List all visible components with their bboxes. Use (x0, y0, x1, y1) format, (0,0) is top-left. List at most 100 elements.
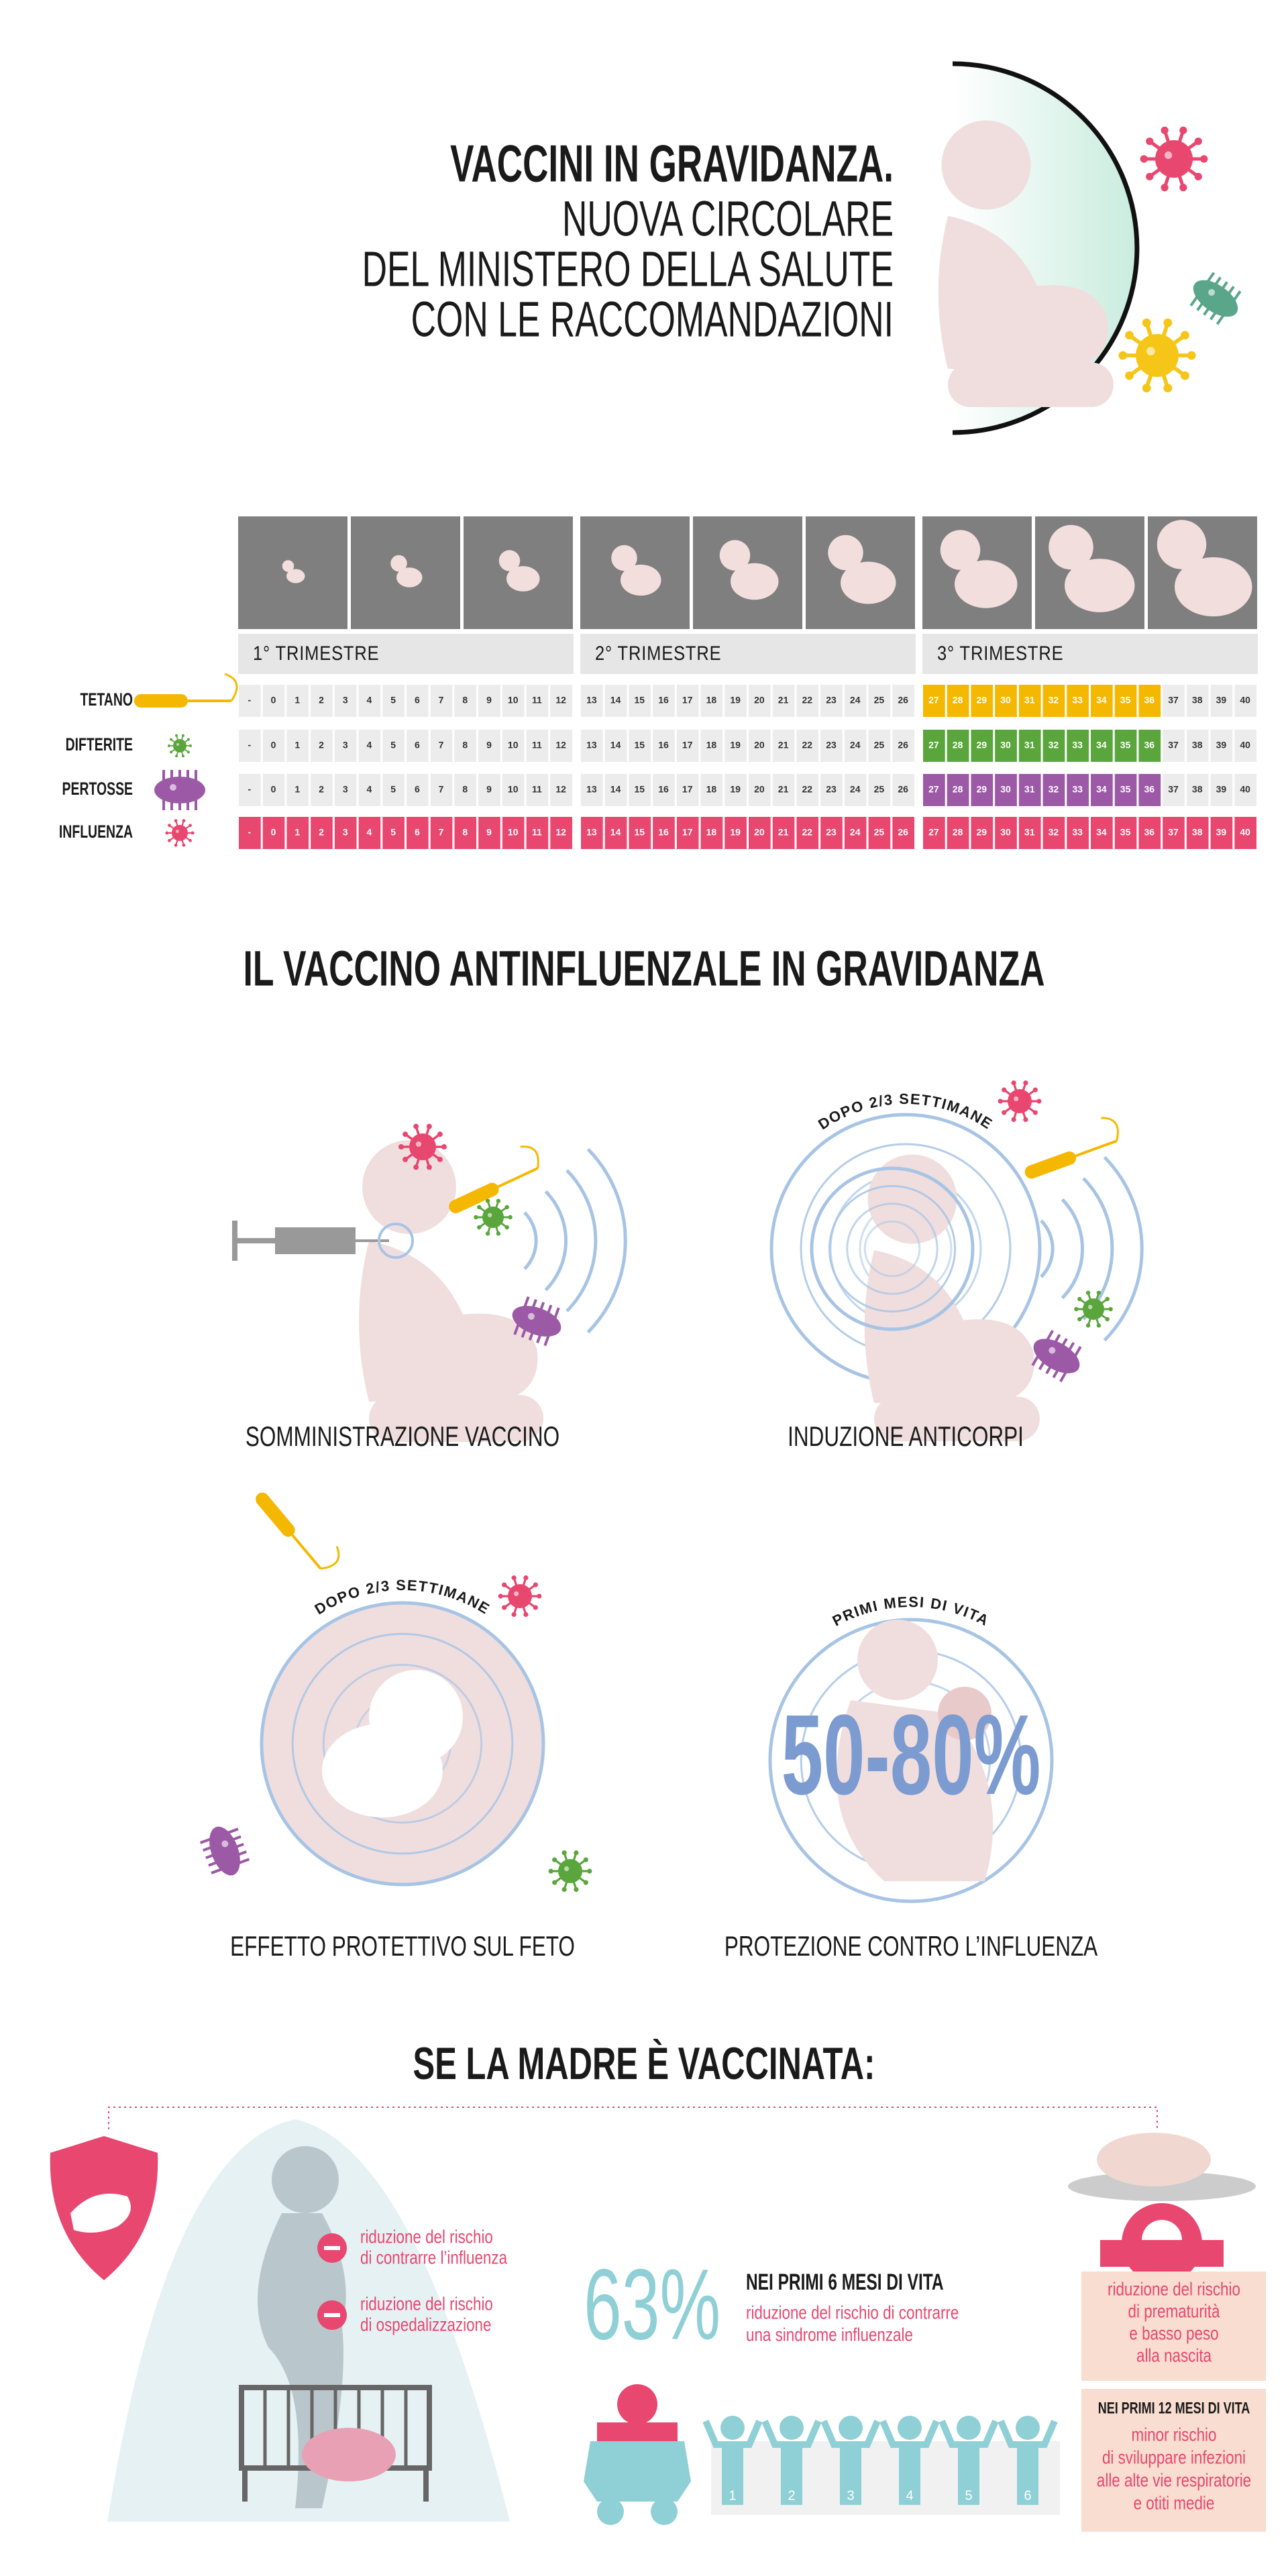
week-number: 27 (928, 740, 939, 750)
week-number: 37 (1168, 784, 1179, 795)
week-cell (1018, 774, 1041, 806)
minus-bar (324, 2313, 340, 2317)
week-number: 20 (754, 740, 765, 750)
week-cell (454, 774, 477, 806)
week-cell (478, 730, 500, 762)
week-cell (262, 774, 285, 806)
week-cell (382, 774, 405, 806)
week-number: 34 (1096, 695, 1107, 706)
child-head (1016, 2416, 1040, 2440)
week-cell (749, 685, 771, 717)
trimester-label: 2° TRIMESTRE (595, 642, 721, 664)
week-cell (526, 685, 549, 717)
needle-icon (449, 1145, 539, 1214)
week-number: 21 (778, 740, 789, 750)
week-number: 16 (658, 695, 669, 706)
fetus-body (286, 569, 305, 583)
week-cell (676, 817, 699, 849)
week-cell (995, 685, 1017, 717)
virus-tip (1032, 1087, 1038, 1093)
header-arc (952, 61, 1140, 435)
antibody-ring (810, 1166, 975, 1331)
week-number: - (248, 827, 252, 838)
week-number: 5 (390, 695, 396, 706)
week-number: 20 (754, 784, 765, 795)
week-cell (629, 774, 651, 806)
virus-body (1136, 334, 1179, 377)
virus-tip (504, 1225, 509, 1230)
fetus-head (498, 550, 521, 571)
virus-tip (1179, 184, 1187, 192)
virus-tip (477, 1225, 482, 1230)
virus-body (558, 1859, 582, 1883)
child-figure: 4 (879, 2416, 940, 2505)
ground-band (711, 2441, 1060, 2515)
week-number: 8 (462, 695, 468, 706)
bacteria-icon (1031, 1330, 1082, 1382)
fetus-body (396, 567, 423, 587)
virus-tip (398, 1144, 404, 1150)
virus-tip (181, 754, 184, 758)
week-cell (724, 817, 747, 849)
virus-tip (485, 1231, 490, 1236)
week-cell (581, 817, 603, 849)
week-number: 39 (1216, 827, 1227, 838)
week-cell (749, 774, 771, 806)
needle-tip (497, 1167, 539, 1188)
child-number: 2 (788, 2488, 795, 2503)
week-number: 34 (1096, 784, 1107, 795)
virus-tip (1105, 1317, 1110, 1322)
fetus-body (841, 561, 896, 604)
week-cell (796, 774, 819, 806)
week-number: 31 (1024, 784, 1035, 795)
virus-tip (587, 1868, 592, 1874)
virus-tip (1142, 384, 1151, 393)
fetus-body (955, 560, 1018, 608)
fetus-body (506, 566, 540, 592)
child-figure: 5 (938, 2416, 999, 2505)
virus-tip (1161, 126, 1169, 134)
virus-dot (514, 1591, 519, 1596)
virus-tip (402, 1156, 409, 1162)
virus-tip (1011, 1117, 1016, 1122)
virus-tip (1125, 371, 1134, 380)
virus-tip (511, 1612, 517, 1617)
bacteria-body (1193, 280, 1238, 317)
week-number: 24 (850, 695, 861, 706)
week-cell (676, 774, 699, 806)
virus-tip (1194, 172, 1202, 180)
step-label: SOMMINISTRAZIONE VACCINO (246, 1420, 559, 1453)
needle-thread (520, 1145, 539, 1169)
virus-tip (1194, 137, 1202, 146)
week-number: 38 (1192, 695, 1203, 706)
virus-tip (474, 1215, 478, 1220)
virus-tip (1118, 351, 1128, 360)
week-cell (653, 685, 675, 717)
baby-foot (651, 2498, 678, 2525)
week-number: 22 (802, 827, 812, 838)
virus-tip (181, 734, 184, 737)
week-cell (311, 817, 333, 849)
week-number: 7 (439, 740, 444, 750)
week-number: 5 (390, 740, 396, 750)
step-label: PROTEZIONE CONTRO L’INFLUENZA (724, 1930, 1098, 1962)
week-cell (1091, 685, 1113, 717)
virus-tip (583, 1880, 588, 1885)
virus-icon (998, 1080, 1042, 1122)
benefit-text: di contrarre l’influenza (360, 2247, 508, 2268)
header-subtitle: DEL MINISTERO DELLA SALUTE (362, 241, 894, 296)
virus-tip (511, 1575, 517, 1581)
week-number: 6 (415, 740, 420, 750)
week-number: 24 (850, 740, 861, 750)
dotted-connector (108, 2107, 1158, 2129)
week-cell (407, 730, 429, 762)
step-label: EFFETTO PROTETTIVO SUL FETO (230, 1930, 575, 1962)
virus-body (508, 1584, 532, 1608)
child-number: 4 (906, 2488, 913, 2503)
signal-wave (1040, 1219, 1055, 1278)
virus-tip (1105, 1296, 1110, 1302)
bacteria-icon (512, 1296, 561, 1347)
needle-icon (256, 1492, 340, 1570)
